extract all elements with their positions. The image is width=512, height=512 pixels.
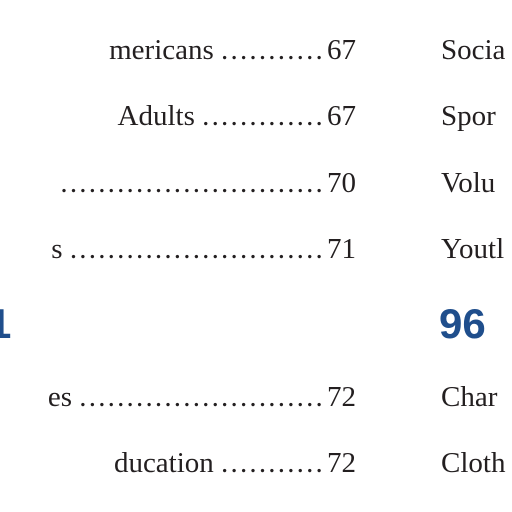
toc-page-number: 72 (327, 381, 356, 413)
toc-leader-dots: ........... (221, 34, 325, 66)
toc-entry-title: s (51, 233, 63, 265)
toc-page-number: 70 (327, 167, 356, 199)
toc-entry-title: Cloth (441, 447, 506, 479)
toc-entry: es ..........................72 (0, 380, 356, 414)
toc-entry-title: Char (441, 381, 498, 413)
toc-page-number: 67 (327, 100, 356, 132)
toc-entry: ducation ...........72 (0, 446, 356, 480)
toc-entry-title: Spor (441, 100, 496, 132)
toc-entry-title: es (47, 381, 73, 413)
section-heading: 96 (439, 300, 486, 347)
toc-entry-title: Adults (117, 100, 195, 132)
toc-entry: s ...........................71 (0, 232, 356, 266)
toc-leader-dots: .......................... (79, 381, 325, 413)
toc-entry: Adults .............67 (0, 99, 356, 133)
toc-page-number: 71 (327, 233, 356, 265)
section-heading: 1 (0, 300, 11, 348)
toc-entry: mericans ...........67 (0, 33, 356, 67)
toc-entry-title: Volu (441, 167, 496, 199)
toc-leader-dots: ........... (221, 447, 325, 479)
toc-entry-title: mericans (109, 34, 214, 66)
toc-entry-title: Youtl (441, 233, 505, 265)
toc-leader-dots: ............................ (60, 167, 325, 199)
toc-page-number: 67 (327, 34, 356, 66)
toc-entry: ............................70 (0, 166, 356, 200)
toc-entry-title: ducation (113, 447, 214, 479)
toc-leader-dots: ........................... (69, 233, 325, 265)
toc-leader-dots: ............. (202, 100, 325, 132)
toc-page-number: 72 (327, 447, 356, 479)
toc-entry-title: Socia (441, 34, 506, 66)
